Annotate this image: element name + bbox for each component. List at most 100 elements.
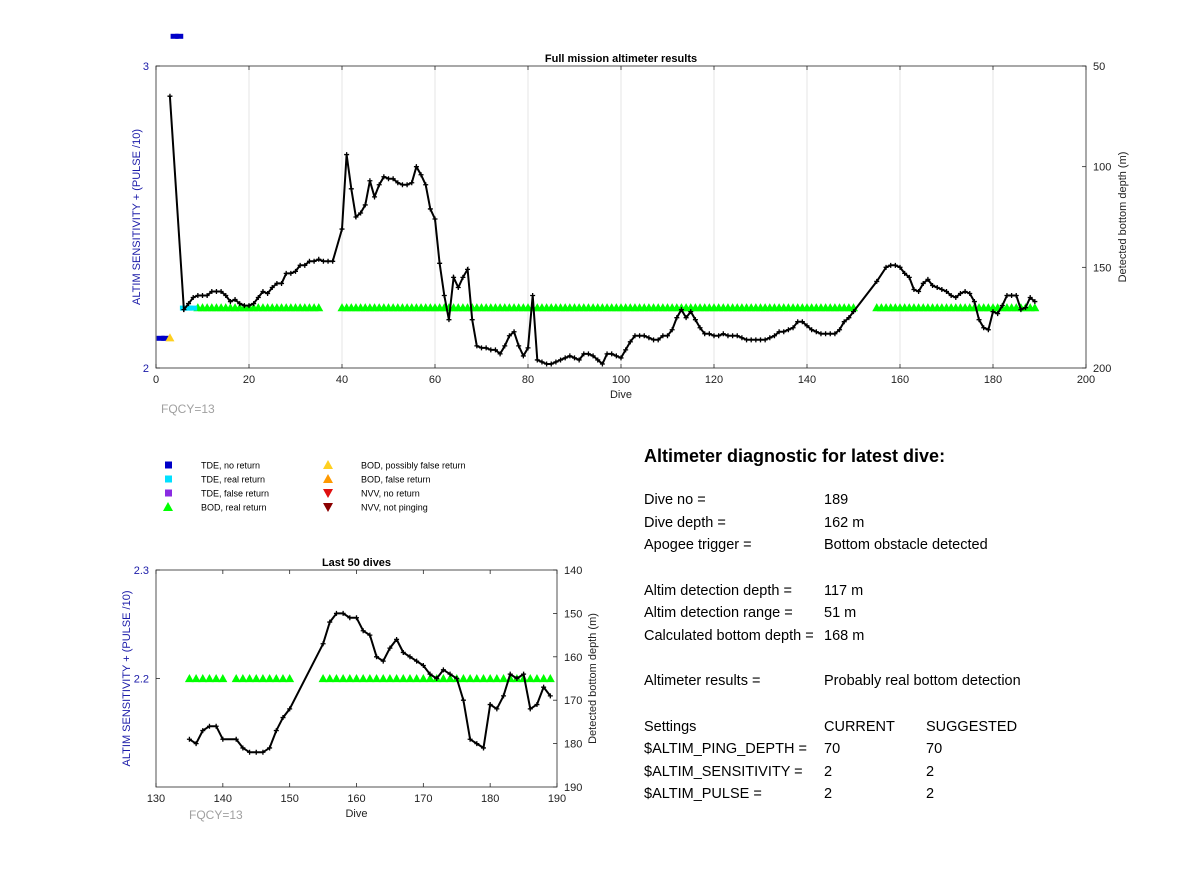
bottom-depth-point bbox=[925, 276, 931, 282]
dive-no-label: Dive no = bbox=[644, 492, 706, 508]
bottom-depth-point bbox=[534, 702, 540, 708]
bottom-depth-point bbox=[302, 262, 308, 268]
x-tick-label: 80 bbox=[522, 374, 534, 386]
y-tick-label: 2.3 bbox=[134, 565, 149, 577]
bottom-depth-point bbox=[467, 736, 473, 742]
bottom-depth-point bbox=[420, 662, 426, 668]
bottom-depth-point bbox=[804, 323, 810, 329]
calculated-depth-label: Calculated bottom depth = bbox=[644, 627, 814, 644]
bottom-depth-point bbox=[293, 268, 298, 274]
bottom-depth-point bbox=[186, 301, 192, 307]
detection-depth-row: Altim detection depth = 117 m bbox=[644, 583, 1164, 606]
bod-real-return-marker bbox=[338, 674, 348, 683]
bottom-depth-point bbox=[246, 303, 252, 309]
fqcy-annotation: FQCY=13 bbox=[189, 808, 243, 822]
bottom-depth-point bbox=[316, 256, 322, 262]
y2-tick-label: 150 bbox=[1093, 262, 1111, 274]
bottom-depth-point bbox=[716, 333, 722, 339]
bottom-depth-point bbox=[595, 357, 601, 363]
y2-tick-label: 150 bbox=[564, 608, 582, 620]
bod-real-return-marker bbox=[204, 674, 214, 683]
y2-tick-label: 100 bbox=[1093, 162, 1111, 174]
setting-current: 70 bbox=[824, 741, 841, 757]
x-tick-label: 170 bbox=[414, 793, 432, 805]
bottom-depth-point bbox=[200, 728, 206, 734]
bottom-depth-point bbox=[897, 264, 903, 270]
tde-no-return-marker bbox=[170, 33, 179, 39]
setting-current: 2 bbox=[824, 763, 833, 780]
bottom-depth-point bbox=[841, 319, 847, 325]
bottom-depth-point bbox=[451, 274, 457, 280]
bottom-depth-point bbox=[488, 347, 494, 353]
bottom-depth-point bbox=[465, 266, 471, 272]
bottom-depth-point bbox=[534, 357, 540, 363]
bottom-depth-point bbox=[260, 288, 266, 294]
bottom-depth-point bbox=[399, 182, 405, 188]
bod-real-return-marker bbox=[412, 674, 422, 683]
bod-real-return-marker bbox=[378, 674, 388, 683]
bottom-depth-point bbox=[447, 671, 453, 677]
bottom-depth-point bbox=[241, 303, 247, 309]
bottom-depth-point bbox=[730, 333, 736, 339]
bod-real-return-marker bbox=[271, 674, 281, 683]
bottom-depth-point bbox=[771, 333, 777, 339]
x-tick-label: 140 bbox=[798, 374, 816, 386]
y2-axis-label: Detected bottom depth (m) bbox=[587, 613, 599, 744]
bottom-depth-point bbox=[240, 745, 246, 751]
bottom-depth-point bbox=[325, 258, 331, 264]
bottom-depth-point bbox=[474, 343, 480, 349]
diagnostic-title: Altimeter diagnostic for latest dive: bbox=[644, 446, 946, 466]
legend-triangle-up-icon bbox=[163, 502, 173, 511]
bod-real-return-marker bbox=[1030, 303, 1040, 312]
x-axis-label: Dive bbox=[345, 808, 367, 820]
bottom-depth-point bbox=[311, 258, 317, 264]
detection-range-value: 51 m bbox=[824, 605, 857, 621]
bottom-depth-point bbox=[237, 301, 243, 307]
legend-label: NVV, no return bbox=[361, 489, 420, 499]
bottom-depth-point bbox=[799, 319, 805, 325]
apogee-trigger-value: Bottom obstacle detected bbox=[824, 537, 988, 553]
bod-real-return-marker bbox=[198, 674, 208, 683]
bottom-depth-point bbox=[553, 359, 559, 365]
bottom-depth-point bbox=[702, 331, 708, 337]
bottom-depth-point bbox=[362, 202, 368, 208]
bottom-depth-point bbox=[758, 337, 763, 343]
bottom-depth-point bbox=[469, 317, 475, 323]
results-value: Probably real bottom detection bbox=[824, 673, 1021, 689]
bottom-depth-point bbox=[327, 619, 333, 625]
bod-real-return-marker bbox=[385, 674, 395, 683]
bottom-depth-point bbox=[739, 335, 745, 341]
x-tick-label: 150 bbox=[280, 793, 298, 805]
bottom-depth-point bbox=[280, 715, 286, 721]
bod-real-return-marker bbox=[184, 674, 194, 683]
bottom-depth-point bbox=[204, 293, 210, 299]
bottom-depth-point bbox=[547, 693, 553, 699]
bottom-depth-point bbox=[267, 745, 273, 751]
bottom-depth-point bbox=[604, 351, 610, 357]
bottom-depth-point bbox=[287, 706, 293, 712]
tde-real-return-marker bbox=[189, 305, 198, 311]
bod-real-return-marker bbox=[258, 674, 268, 683]
bottom-depth-point bbox=[320, 258, 326, 264]
legend-label: BOD, real return bbox=[201, 503, 267, 513]
dive-depth-label: Dive depth = bbox=[644, 514, 726, 531]
y2-tick-label: 50 bbox=[1093, 61, 1105, 73]
bod-real-return-marker bbox=[238, 674, 248, 683]
bottom-depth-point bbox=[930, 282, 936, 288]
legend-square-icon bbox=[165, 489, 172, 497]
bottom-depth-point bbox=[618, 355, 624, 361]
bottom-depth-point bbox=[186, 736, 192, 742]
bod-real-return-marker bbox=[358, 674, 368, 683]
detection-range-label: Altim detection range = bbox=[644, 605, 793, 621]
legend-square-icon bbox=[165, 475, 172, 483]
bottom-depth-point bbox=[637, 333, 643, 339]
bottom-depth-point bbox=[683, 315, 689, 321]
bottom-depth-point bbox=[190, 295, 196, 301]
dive-no-row: Dive no = 189 bbox=[644, 492, 1164, 515]
bod-real-return-marker bbox=[492, 674, 502, 683]
bottom-depth-point bbox=[655, 337, 661, 343]
bottom-depth-point bbox=[688, 309, 694, 315]
bottom-depth-point bbox=[404, 182, 410, 188]
bottom-depth-point bbox=[394, 636, 400, 642]
